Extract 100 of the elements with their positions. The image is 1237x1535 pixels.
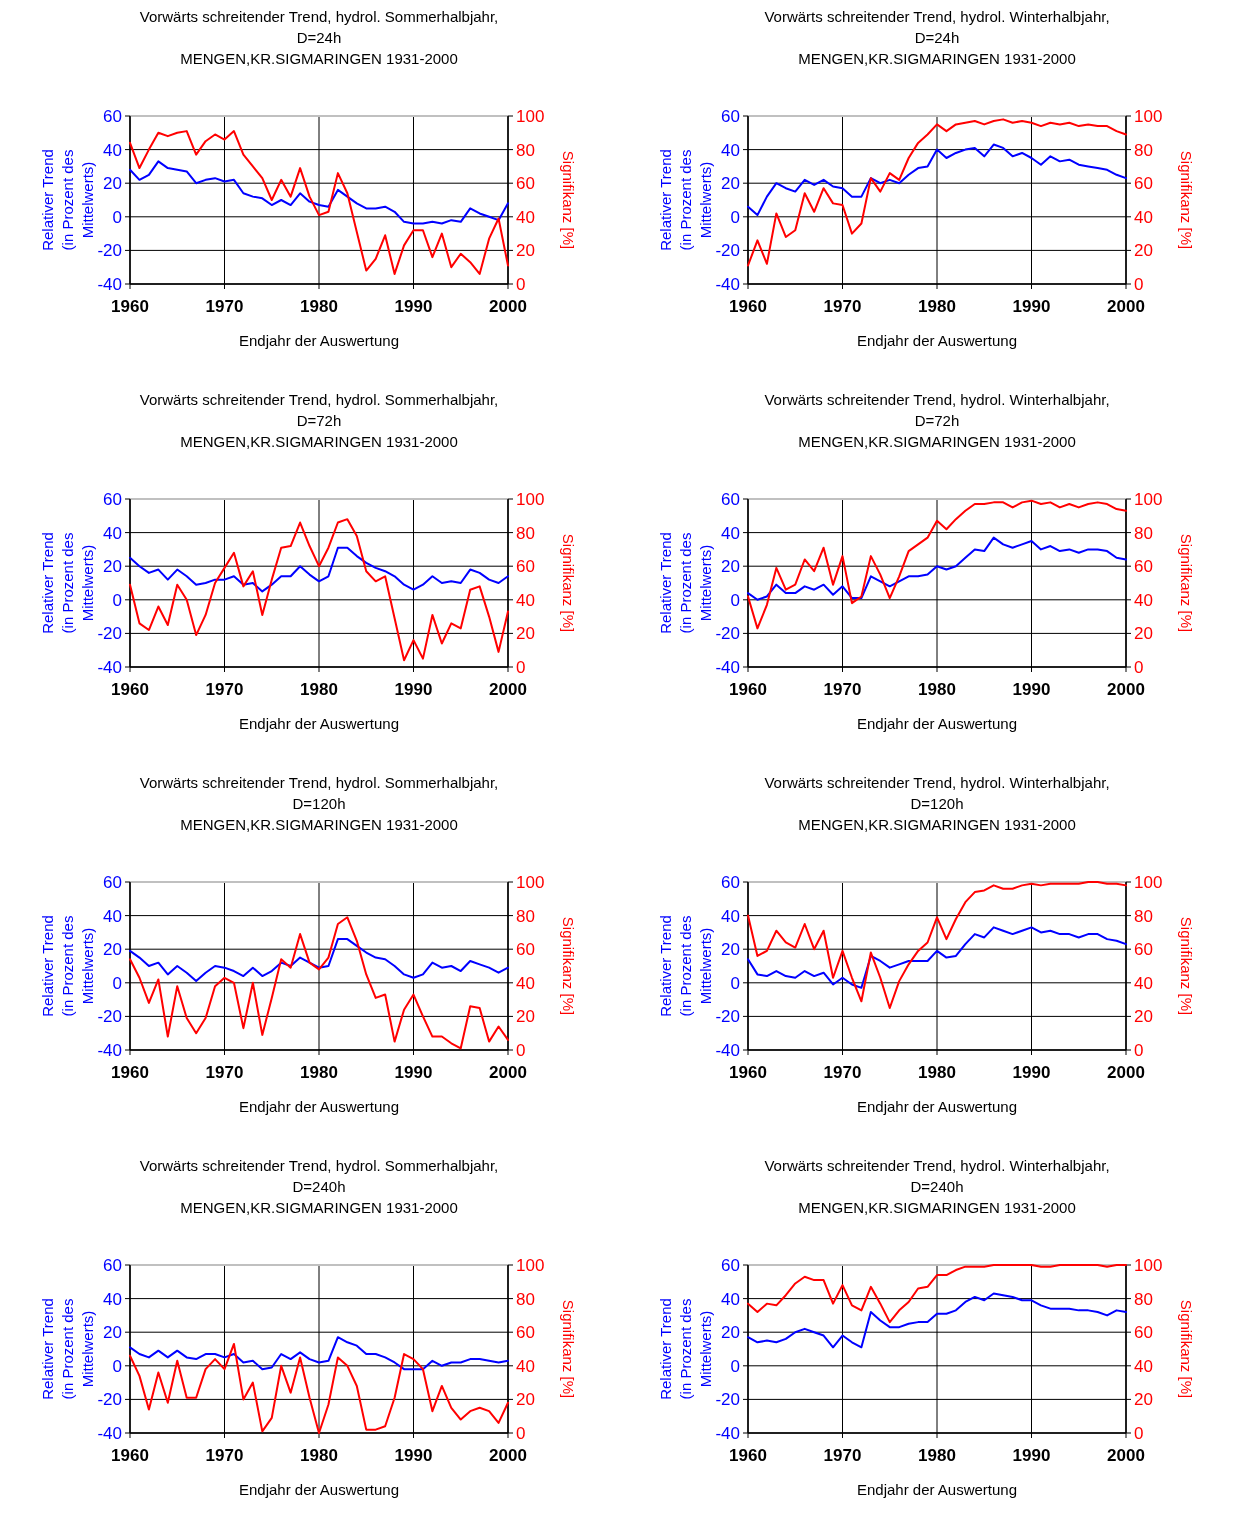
y2-tick-label: 0: [1134, 1040, 1144, 1060]
y-tick-label: 40: [103, 140, 122, 160]
x-tick-label: 1980: [300, 1446, 338, 1465]
x-tick-label: 1980: [300, 680, 338, 699]
x-tick-label: 1960: [729, 1446, 767, 1465]
chart-subtitle: D=240h MENGEN,KR.SIGMARINGEN 1931-2000: [798, 1178, 1076, 1216]
y-tick-label: -40: [97, 274, 122, 294]
y2-tick-label: 40: [1134, 207, 1153, 227]
y2-tick-label: 60: [516, 1323, 535, 1343]
y2-tick-label: 100: [1134, 489, 1163, 509]
y-axis-title: Relativer Trend (in Prozent des Mittelwerts): [657, 915, 714, 1017]
y2-tick-label: 100: [1134, 872, 1163, 892]
x-tick-label: 1960: [111, 680, 149, 699]
y-tick-label: 40: [721, 1289, 740, 1309]
y-axis-title: Relativer Trend (in Prozent des Mittelwerts): [39, 532, 96, 634]
y2-tick-label: 20: [516, 1007, 535, 1027]
x-tick-label: 1980: [918, 1446, 956, 1465]
x-axis-title: Endjahr der Auswertung: [238, 332, 400, 349]
y2-tick-label: 80: [516, 906, 535, 926]
y2-tick-label: 20: [1134, 1390, 1153, 1410]
chart-subtitle: D=72h MENGEN,KR.SIGMARINGEN 1931-2000: [798, 412, 1076, 450]
x-tick-label: 1990: [1012, 297, 1051, 316]
y-tick-label: 20: [103, 557, 122, 577]
y2-tick-label: 100: [1134, 106, 1163, 126]
y-tick-label: 0: [730, 973, 740, 993]
y2-tick-label: 100: [516, 489, 545, 509]
chart-title: Vorwärts schreitender Trend, hydrol. Sommerhalbjahr,: [139, 774, 499, 791]
y2-tick-label: 0: [1134, 274, 1144, 294]
y2-axis-title: Signifikanz [%]: [1178, 916, 1195, 1016]
y-tick-label: -20: [715, 241, 740, 261]
y-tick-label: -20: [97, 1007, 122, 1027]
y2-tick-label: 60: [516, 174, 535, 194]
x-axis-title: Endjahr der Auswertung: [856, 715, 1018, 732]
y2-axis-title: Signifikanz [%]: [1178, 1299, 1195, 1399]
x-tick-label: 1960: [111, 1063, 149, 1082]
y-tick-label: 40: [103, 523, 122, 543]
y-tick-label: 20: [721, 940, 740, 960]
x-tick-label: 1970: [205, 1446, 244, 1465]
y-axis-title: Relativer Trend (in Prozent des Mittelwerts): [39, 149, 96, 251]
y-axis-title: Relativer Trend (in Prozent des Mittelwerts): [39, 915, 96, 1017]
x-tick-label: 1990: [394, 297, 433, 316]
y-tick-label: -40: [715, 657, 740, 677]
y2-tick-label: 0: [516, 274, 526, 294]
y-tick-label: -40: [715, 1040, 740, 1060]
x-tick-label: 1970: [823, 1446, 862, 1465]
x-tick-label: 1960: [111, 1446, 149, 1465]
y2-tick-label: 0: [516, 1423, 526, 1443]
y2-tick-label: 80: [1134, 523, 1153, 543]
y2-tick-label: 60: [1134, 940, 1153, 960]
y2-tick-label: 100: [516, 106, 545, 126]
x-tick-label: 1980: [300, 297, 338, 316]
y-tick-label: 0: [112, 207, 122, 227]
y-tick-label: -40: [97, 1040, 122, 1060]
y2-axis-title: Signifikanz [%]: [560, 1299, 577, 1399]
y2-tick-label: 80: [516, 523, 535, 543]
y2-tick-label: 60: [1134, 1323, 1153, 1343]
chart-subtitle: D=120h MENGEN,KR.SIGMARINGEN 1931-2000: [180, 795, 458, 833]
y2-tick-label: 20: [516, 624, 535, 644]
y2-tick-label: 40: [516, 1356, 535, 1376]
y2-tick-label: 20: [516, 241, 535, 261]
x-tick-label: 1970: [205, 297, 244, 316]
y2-tick-label: 40: [516, 207, 535, 227]
y2-tick-label: 60: [1134, 557, 1153, 577]
y-tick-label: 60: [721, 106, 740, 126]
y-tick-label: 60: [103, 489, 122, 509]
x-tick-label: 1990: [394, 680, 433, 699]
x-tick-label: 2000: [489, 1446, 527, 1465]
y2-tick-label: 20: [1134, 1007, 1153, 1027]
chart-title: Vorwärts schreitender Trend, hydrol. Sommerhalbjahr,: [139, 8, 499, 25]
y-tick-label: 60: [721, 872, 740, 892]
y2-axis-title: Signifikanz [%]: [560, 150, 577, 250]
y-tick-label: 40: [103, 906, 122, 926]
y-tick-label: -40: [97, 1423, 122, 1443]
y2-tick-label: 60: [1134, 174, 1153, 194]
y-tick-label: 40: [721, 906, 740, 926]
y-tick-label: 40: [103, 1289, 122, 1309]
y-tick-label: 0: [730, 1356, 740, 1376]
x-axis-title: Endjahr der Auswertung: [856, 1481, 1018, 1498]
y2-tick-label: 80: [516, 1289, 535, 1309]
y-tick-label: 60: [103, 872, 122, 892]
x-tick-label: 1990: [1012, 1446, 1051, 1465]
x-tick-label: 1970: [205, 1063, 244, 1082]
y-tick-label: 20: [103, 1323, 122, 1343]
y-tick-label: 60: [721, 1255, 740, 1275]
x-tick-label: 2000: [489, 680, 527, 699]
y-tick-label: 0: [730, 207, 740, 227]
y2-tick-label: 60: [516, 940, 535, 960]
y2-tick-label: 40: [1134, 590, 1153, 610]
y2-axis-title: Signifikanz [%]: [1178, 533, 1195, 633]
y-axis-title: Relativer Trend (in Prozent des Mittelwerts): [39, 1298, 96, 1400]
x-tick-label: 2000: [1107, 1063, 1145, 1082]
y-tick-label: -40: [715, 274, 740, 294]
y2-tick-label: 40: [1134, 973, 1153, 993]
chart-title: Vorwärts schreitender Trend, hydrol. Winterhalbjahr,: [764, 8, 1110, 25]
y2-axis-title: Signifikanz [%]: [560, 916, 577, 1016]
y2-tick-label: 60: [516, 557, 535, 577]
y-tick-label: -20: [97, 1390, 122, 1410]
y-tick-label: 60: [103, 106, 122, 126]
y2-tick-label: 40: [516, 973, 535, 993]
x-tick-label: 1990: [1012, 1063, 1051, 1082]
